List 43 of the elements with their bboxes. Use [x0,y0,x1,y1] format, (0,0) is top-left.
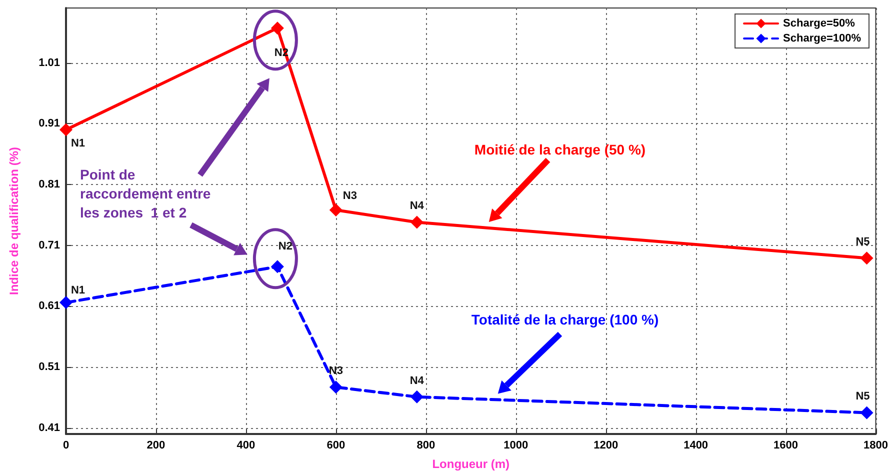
point [860,406,874,420]
point [410,216,424,229]
annotation: N4 [410,200,425,212]
y-tick-label: 0.51 [38,361,60,374]
x-tick-label: 600 [326,440,346,452]
x-tick-label: 200 [146,440,166,452]
y-axis-title: Indice de qualification (%) [7,146,21,296]
point [329,204,342,217]
x-tick-label: 400 [236,440,256,452]
annotation: N2 [278,240,292,253]
point [860,252,874,265]
point [329,380,342,394]
annotation: N4 [410,374,425,387]
x-tick-label: 1000 [504,440,528,452]
y-tick-label: 1.01 [38,56,60,69]
point [270,260,284,274]
legend-label: Scharge=50% [783,18,856,30]
y-tick-label: 0.81 [38,178,60,190]
x-tick-label: 0 [62,440,70,452]
point [60,123,72,136]
annotation: N3 [342,190,357,202]
annotation: N5 [856,236,870,248]
point [270,22,284,35]
annotation: Moitié de la charge (50 %) [474,142,646,158]
x-tick-label: 1600 [774,440,798,452]
annotation: Totalité de la charge (100 %) [471,312,659,328]
y-tick-label: 0.61 [38,300,60,312]
annotation: Point de raccordement entre les zones 1 et 2 [80,166,211,220]
y-tick-label: 0.91 [38,118,60,130]
x-axis-title: Longueur (m) [432,457,510,471]
x-tick-label: 1800 [864,440,888,452]
legend-label: Scharge=100% [783,32,862,44]
x-tick-label: 1400 [684,440,708,452]
y-tick-label: 0.41 [38,422,60,434]
point [410,390,424,404]
annotation: N3 [328,365,343,378]
x-tick-label: 1200 [594,440,618,452]
x-tick-label: 800 [416,440,436,452]
point [60,296,72,310]
annotation: N1 [70,284,86,297]
annotation: N5 [856,390,870,403]
y-tick-label: 0.71 [38,239,60,252]
annotation: N1 [70,138,86,150]
